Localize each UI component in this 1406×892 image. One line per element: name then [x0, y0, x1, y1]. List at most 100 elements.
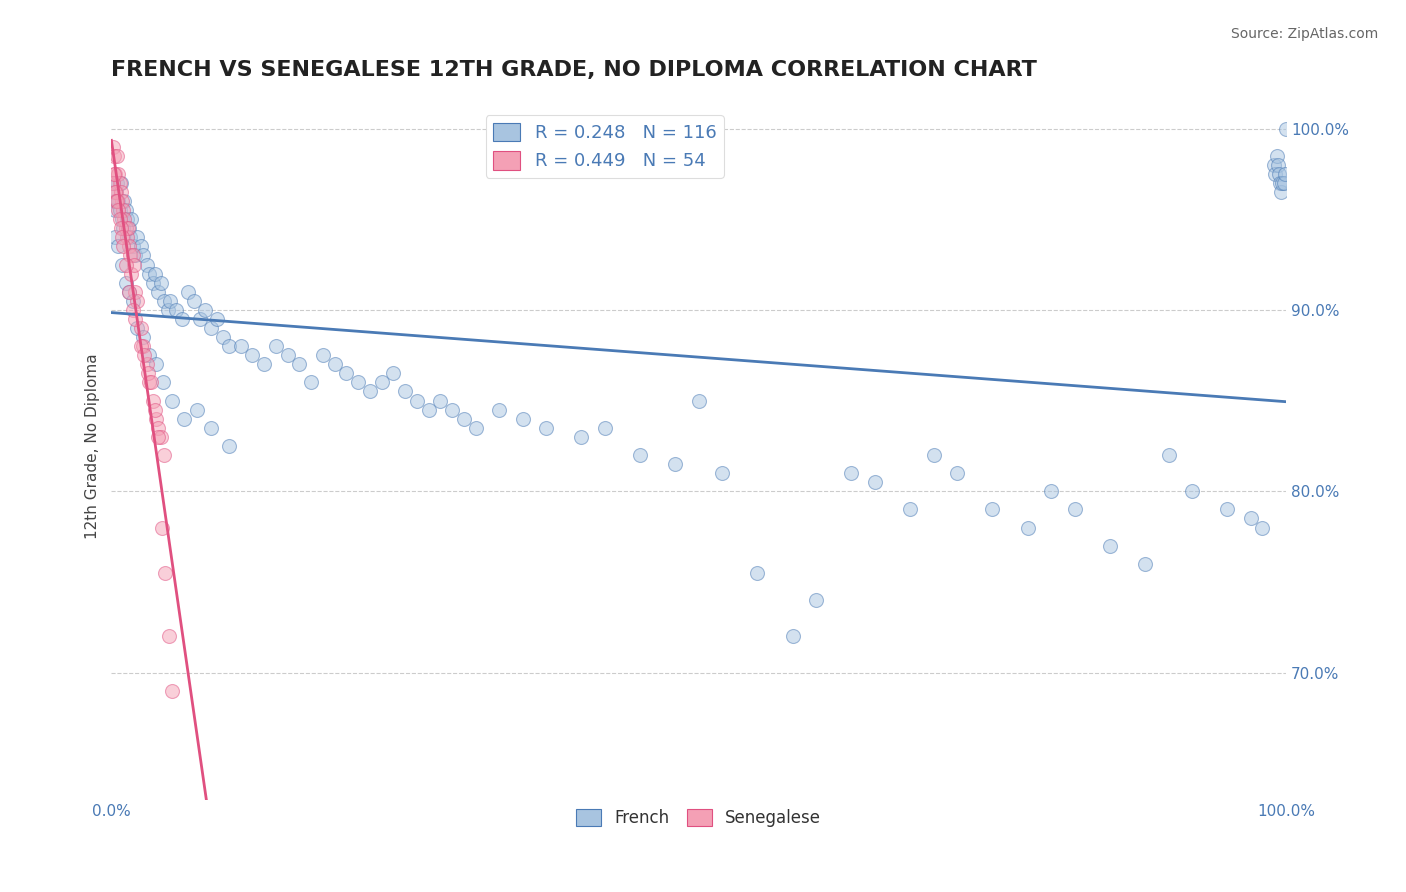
Point	[122, 258, 145, 272]
Point	[441, 402, 464, 417]
Point	[186, 402, 208, 417]
Point	[149, 430, 172, 444]
Point	[121, 248, 143, 262]
Point	[1268, 167, 1291, 181]
Point	[115, 230, 138, 244]
Point	[711, 466, 734, 480]
Point	[512, 411, 534, 425]
Point	[898, 502, 921, 516]
Point	[335, 367, 357, 381]
Point	[114, 276, 136, 290]
Point	[183, 293, 205, 308]
Point	[120, 212, 142, 227]
Point	[145, 411, 167, 425]
Point	[312, 348, 335, 362]
Point	[159, 293, 181, 308]
Point	[138, 267, 160, 281]
Y-axis label: 12th Grade, No Diploma: 12th Grade, No Diploma	[86, 353, 100, 539]
Point	[200, 321, 222, 335]
Point	[127, 321, 149, 335]
Point	[134, 348, 156, 362]
Point	[299, 376, 322, 390]
Point	[111, 258, 134, 272]
Point	[110, 176, 132, 190]
Point	[1157, 448, 1180, 462]
Point	[205, 312, 228, 326]
Point	[1275, 121, 1298, 136]
Point	[108, 203, 131, 218]
Point	[922, 448, 945, 462]
Legend: French, Senegalese: French, Senegalese	[569, 802, 828, 834]
Point	[194, 302, 217, 317]
Point	[105, 185, 128, 199]
Point	[1133, 557, 1156, 571]
Point	[173, 411, 195, 425]
Point	[212, 330, 235, 344]
Point	[863, 475, 886, 490]
Point	[103, 149, 125, 163]
Point	[569, 430, 592, 444]
Point	[747, 566, 769, 580]
Point	[370, 376, 392, 390]
Point	[136, 367, 159, 381]
Point	[112, 194, 135, 208]
Point	[110, 185, 132, 199]
Point	[127, 230, 149, 244]
Point	[118, 221, 141, 235]
Point	[804, 593, 827, 607]
Point	[117, 221, 139, 235]
Point	[120, 230, 142, 244]
Point	[105, 185, 128, 199]
Point	[124, 248, 146, 262]
Point	[135, 357, 157, 371]
Point	[628, 448, 651, 462]
Point	[418, 402, 440, 417]
Point	[112, 239, 135, 253]
Point	[405, 393, 427, 408]
Point	[1216, 502, 1239, 516]
Point	[946, 466, 969, 480]
Point	[129, 239, 152, 253]
Point	[534, 421, 557, 435]
Point	[155, 566, 177, 580]
Point	[104, 185, 127, 199]
Point	[1265, 149, 1288, 163]
Point	[464, 421, 486, 435]
Point	[1063, 502, 1085, 516]
Point	[1268, 176, 1291, 190]
Point	[170, 312, 193, 326]
Point	[1272, 176, 1295, 190]
Point	[105, 194, 128, 208]
Point	[138, 376, 160, 390]
Point	[129, 339, 152, 353]
Point	[105, 194, 128, 208]
Point	[141, 276, 163, 290]
Point	[156, 302, 179, 317]
Point	[105, 176, 128, 190]
Point	[108, 176, 131, 190]
Point	[218, 339, 240, 353]
Point	[121, 293, 143, 308]
Point	[127, 293, 149, 308]
Point	[129, 321, 152, 335]
Point	[148, 421, 170, 435]
Point	[148, 285, 170, 299]
Point	[114, 258, 136, 272]
Point	[132, 330, 155, 344]
Point	[148, 430, 170, 444]
Point	[229, 339, 252, 353]
Point	[103, 194, 125, 208]
Point	[141, 376, 163, 390]
Point	[429, 393, 451, 408]
Point	[359, 384, 381, 399]
Point	[218, 439, 240, 453]
Point	[152, 376, 174, 390]
Point	[107, 239, 129, 253]
Point	[103, 167, 125, 181]
Point	[165, 302, 187, 317]
Point	[488, 402, 510, 417]
Point	[124, 312, 146, 326]
Text: FRENCH VS SENEGALESE 12TH GRADE, NO DIPLOMA CORRELATION CHART: FRENCH VS SENEGALESE 12TH GRADE, NO DIPL…	[111, 60, 1038, 79]
Point	[394, 384, 416, 399]
Point	[104, 203, 127, 218]
